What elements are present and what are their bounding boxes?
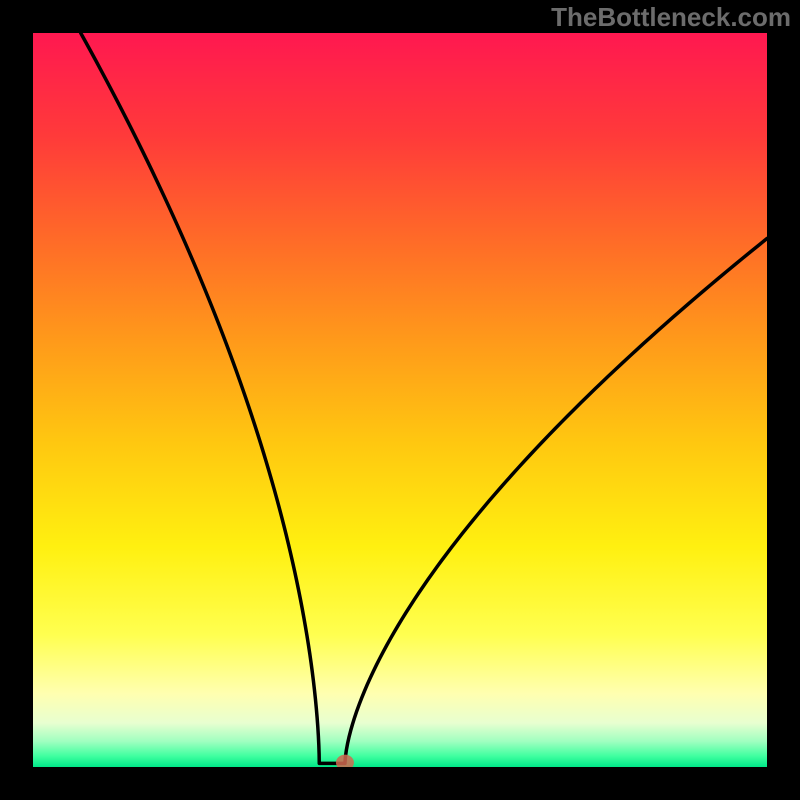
plot-area bbox=[33, 33, 767, 767]
curve-overlay bbox=[33, 33, 767, 767]
bottleneck-curve bbox=[81, 33, 767, 763]
minimum-marker bbox=[336, 755, 354, 767]
watermark-text: TheBottleneck.com bbox=[551, 2, 791, 33]
chart-container: TheBottleneck.com bbox=[0, 0, 800, 800]
